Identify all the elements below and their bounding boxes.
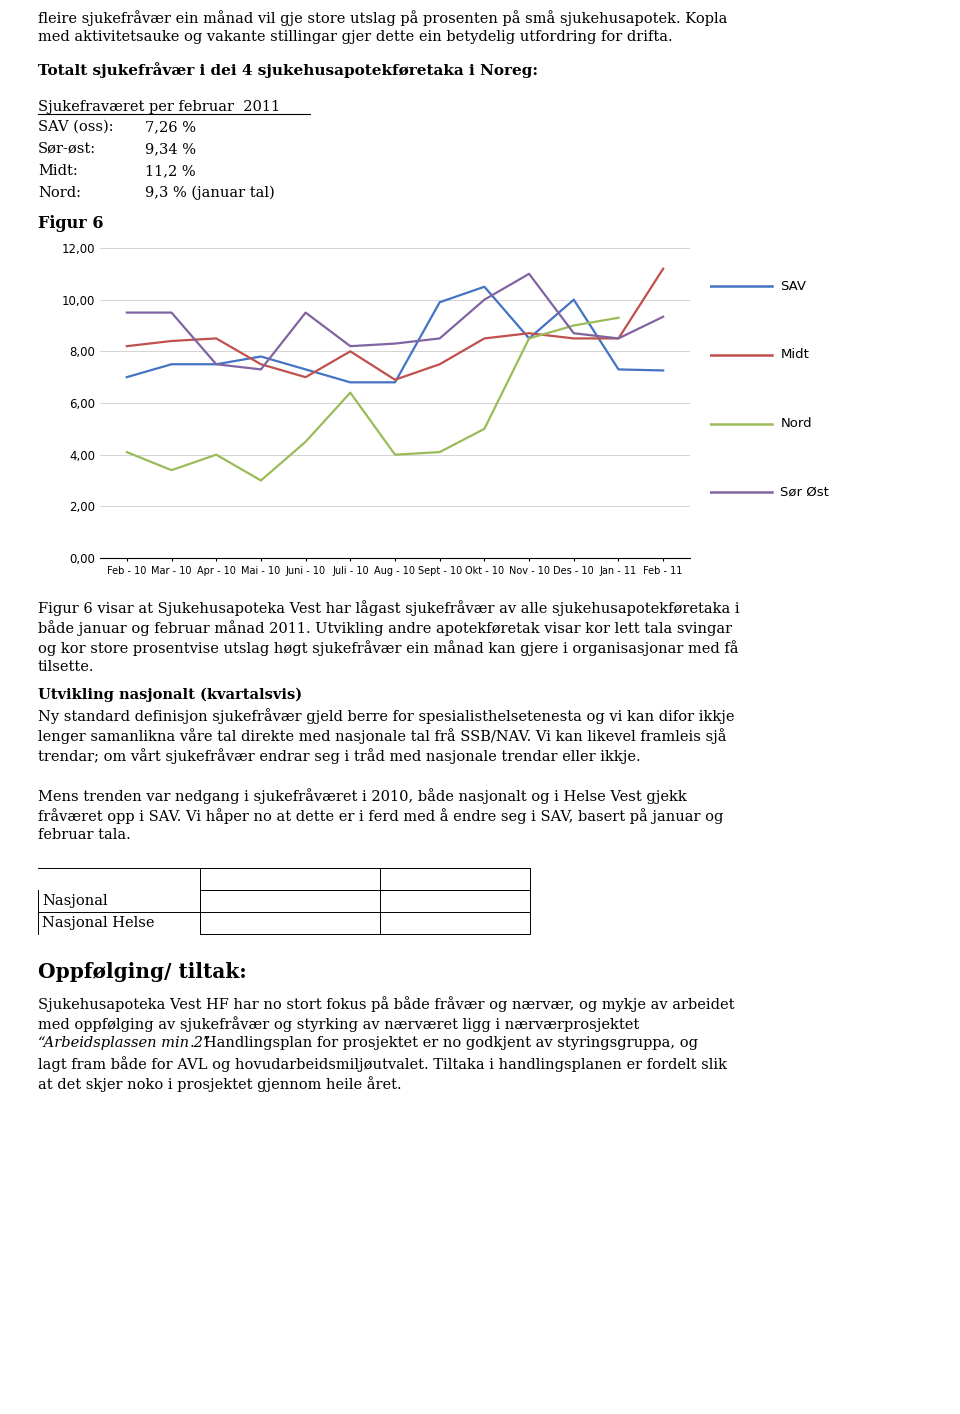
Text: Nord: Nord: [780, 417, 812, 430]
Text: fråværet opp i SAV. Vi håper no at dette er i ferd med å endre seg i SAV, basert: fråværet opp i SAV. Vi håper no at dette…: [38, 807, 724, 824]
Text: februar tala.: februar tala.: [38, 829, 131, 841]
Text: 4. kvartal 2010: 4. kvartal 2010: [394, 872, 516, 887]
Text: Figur 6: Figur 6: [38, 215, 104, 232]
Text: 9,6 %: 9,6 %: [434, 916, 476, 930]
Text: Utvikling nasjonalt (kvartalsvis): Utvikling nasjonalt (kvartalsvis): [38, 689, 302, 703]
Text: Sør Øst: Sør Øst: [780, 486, 829, 499]
Text: Figur 6 visar at Sjukehusapoteka Vest har lågast sjukefråvær av alle sjukehusapo: Figur 6 visar at Sjukehusapoteka Vest ha…: [38, 600, 739, 617]
Text: lagt fram både for AVL og hovudarbeidsmiljøutvalet. Tiltaka i handlingsplanen er: lagt fram både for AVL og hovudarbeidsmi…: [38, 1056, 727, 1072]
Text: at det skjer noko i prosjektet gjennom heile året.: at det skjer noko i prosjektet gjennom h…: [38, 1076, 401, 1092]
Text: 10 %: 10 %: [272, 916, 308, 930]
Text: 7,6 %: 7,6 %: [269, 894, 311, 908]
Text: med aktivitetsauke og vakante stillingar gjer dette ein betydelig utfordring for: med aktivitetsauke og vakante stillingar…: [38, 30, 673, 44]
Text: Sjukehusapoteka Vest HF har no stort fokus på både fråvær og nærvær, og mykje av: Sjukehusapoteka Vest HF har no stort fok…: [38, 995, 734, 1012]
Text: 7,0 %: 7,0 %: [434, 894, 476, 908]
Text: Totalt sjukefråvær i dei 4 sjukehusapotekføretaka i Noreg:: Totalt sjukefråvær i dei 4 sjukehusapote…: [38, 62, 538, 78]
Text: 11,2 %: 11,2 %: [145, 164, 196, 178]
FancyBboxPatch shape: [200, 868, 530, 935]
Text: 7,26 %: 7,26 %: [145, 120, 196, 134]
Text: fleire sjukefråvær ein månad vil gje store utslag på prosenten på små sjukehusap: fleire sjukefråvær ein månad vil gje sto…: [38, 10, 728, 25]
Text: og kor store prosentvise utslag høgt sjukefråvær ein månad kan gjere i organisas: og kor store prosentvise utslag høgt sju…: [38, 641, 738, 656]
Text: lenger samanlikna våre tal direkte med nasjonale tal frå SSB/NAV. Vi kan likevel: lenger samanlikna våre tal direkte med n…: [38, 728, 727, 744]
Text: med oppfølging av sjukefråvær og styrking av nærværet ligg i nærværprosjektet: med oppfølging av sjukefråvær og styrkin…: [38, 1017, 639, 1032]
Text: Nord:: Nord:: [38, 187, 81, 199]
Text: Nasjonal: Nasjonal: [42, 894, 108, 908]
Text: Mens trenden var nedgang i sjukefråværet i 2010, både nasjonalt og i Helse Vest : Mens trenden var nedgang i sjukefråværet…: [38, 788, 686, 805]
Text: Midt:: Midt:: [38, 164, 78, 178]
Text: tilsette.: tilsette.: [38, 660, 94, 674]
Text: trendar; om vårt sjukefråvær endrar seg i tråd med nasjonale trendar eller ikkje: trendar; om vårt sjukefråvær endrar seg …: [38, 748, 640, 764]
Text: Nasjonal Helse: Nasjonal Helse: [42, 916, 155, 930]
Text: “Arbeidsplassen min 2”: “Arbeidsplassen min 2”: [38, 1036, 210, 1051]
Text: 4. kvartal 2009: 4. kvartal 2009: [228, 872, 351, 887]
Text: Sjukefraværet per februar  2011: Sjukefraværet per februar 2011: [38, 100, 280, 115]
Text: 9,34 %: 9,34 %: [145, 141, 196, 156]
Text: Midt: Midt: [780, 348, 809, 362]
Text: 9,3 % (januar tal): 9,3 % (januar tal): [145, 187, 275, 201]
Text: både januar og februar månad 2011. Utvikling andre apotekføretak visar kor lett : både januar og februar månad 2011. Utvik…: [38, 619, 732, 636]
Text: SAV (oss):: SAV (oss):: [38, 120, 113, 134]
Text: Sør-øst:: Sør-øst:: [38, 141, 96, 156]
Text: Ny standard definisjon sjukefråvær gjeld berre for spesialisthelsetenesta og vi : Ny standard definisjon sjukefråvær gjeld…: [38, 708, 734, 724]
Text: Oppfølging/ tiltak:: Oppfølging/ tiltak:: [38, 962, 247, 981]
Text: SAV: SAV: [780, 280, 806, 293]
Text: .  Handlingsplan for prosjektet er no godkjent av styringsgruppa, og: . Handlingsplan for prosjektet er no god…: [190, 1036, 698, 1051]
